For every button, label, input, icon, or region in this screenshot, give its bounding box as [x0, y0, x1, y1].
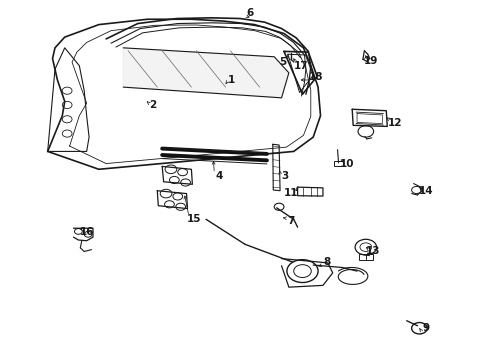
Bar [334, 161, 343, 166]
Text: 13: 13 [366, 247, 380, 256]
Text: 11: 11 [284, 188, 298, 198]
Text: 17: 17 [294, 61, 308, 71]
Text: 14: 14 [419, 186, 434, 196]
Polygon shape [123, 48, 289, 98]
Text: 10: 10 [340, 159, 355, 169]
Text: 19: 19 [364, 57, 378, 66]
Text: 3: 3 [281, 171, 289, 181]
Text: 5: 5 [279, 57, 287, 67]
Text: 9: 9 [423, 323, 430, 333]
Text: 2: 2 [149, 100, 156, 110]
Text: 18: 18 [308, 72, 323, 82]
Text: 16: 16 [79, 227, 94, 237]
Text: 8: 8 [323, 257, 330, 267]
Text: 6: 6 [246, 8, 253, 18]
Text: 1: 1 [228, 75, 235, 85]
Text: 15: 15 [187, 214, 201, 224]
Text: 12: 12 [388, 118, 402, 128]
Bar [359, 254, 373, 260]
Text: 7: 7 [288, 216, 295, 226]
Text: 4: 4 [216, 171, 223, 181]
